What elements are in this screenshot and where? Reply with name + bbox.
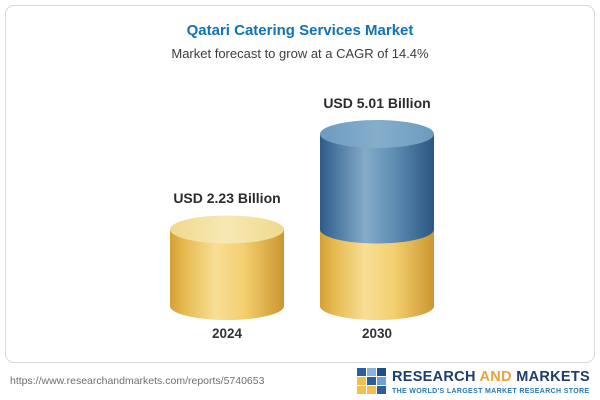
brand-word-research: RESEARCH [391, 368, 476, 385]
report-url-link[interactable]: https://www.researchandmarkets.com/repor… [10, 375, 265, 387]
value-label-2024: USD 2.23 Billion [173, 190, 281, 207]
brand-square [366, 377, 376, 385]
cylinder-2024-top [170, 215, 284, 244]
brand-text: RESEARCH AND MARKETS THE WORLD'S LARGEST… [392, 368, 590, 395]
brand-square [356, 386, 366, 394]
chart-subtitle: Market forecast to grow at a CAGR of 14.… [171, 46, 429, 61]
brand-square [356, 368, 366, 376]
chart-title: Qatari Catering Services Market [186, 22, 414, 39]
cylinder-2030-growth-segment [320, 134, 434, 230]
category-label-2030: 2030 [361, 326, 393, 341]
brand-logo[interactable]: RESEARCH AND MARKETS THE WORLD'S LARGEST… [356, 368, 590, 395]
cylinder-2030-top [320, 120, 434, 148]
brand-name: RESEARCH AND MARKETS [392, 369, 590, 385]
brand-word-markets: MARKETS [516, 368, 590, 385]
brand-tagline: THE WORLD'S LARGEST MARKET RESEARCH STOR… [391, 387, 590, 395]
footer: https://www.researchandmarkets.com/repor… [10, 367, 590, 395]
brand-square [366, 368, 376, 376]
chart-card [5, 5, 595, 363]
brand-squares-icon [356, 368, 386, 394]
value-label-2030: USD 5.01 Billion [323, 95, 431, 111]
brand-square [376, 386, 386, 394]
brand-square [376, 377, 386, 385]
brand-square [366, 386, 376, 394]
category-label-2024: 2024 [211, 326, 243, 341]
brand-square [356, 377, 366, 385]
brand-word-and: AND [479, 368, 512, 385]
brand-square [376, 368, 386, 376]
